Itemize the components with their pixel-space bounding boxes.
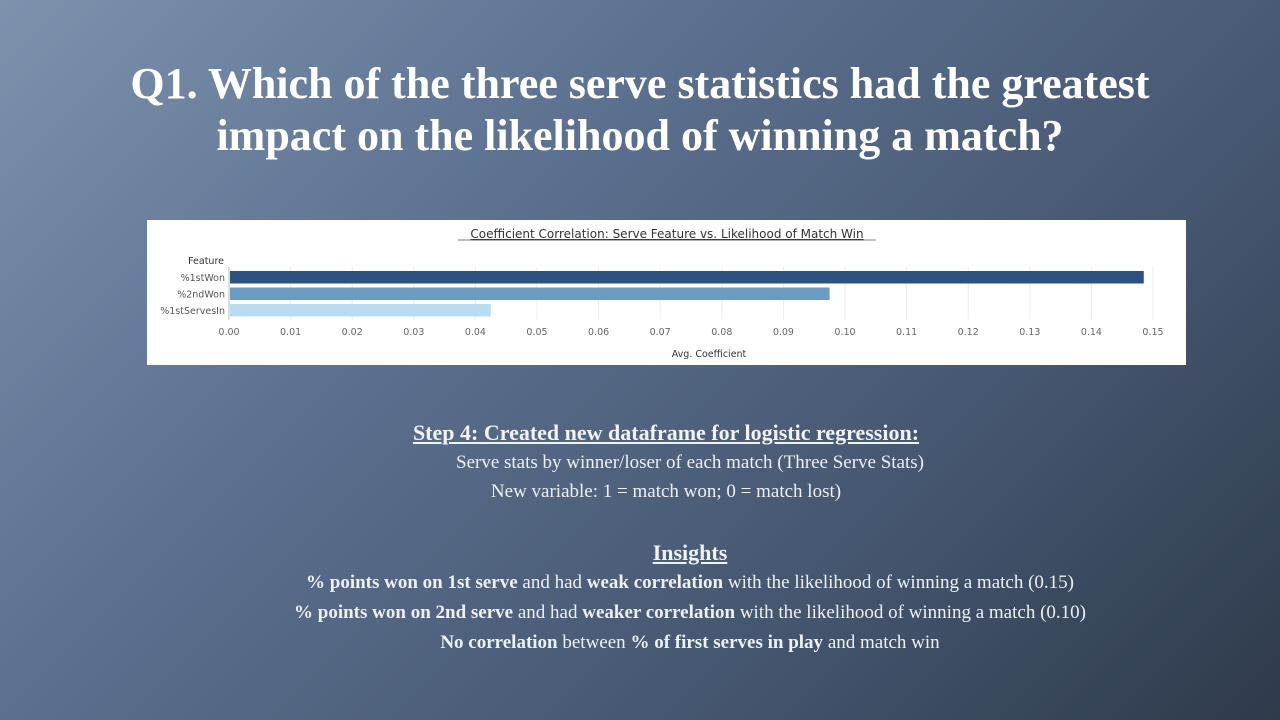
step-4-line-1: Serve stats by winner/loser of each matc… xyxy=(456,452,924,473)
insight-3-bold-1: No correlation xyxy=(440,632,558,653)
category-labels: %1stWon %2ndWon %1stServesIn xyxy=(160,273,225,317)
category-label-0: %1stWon xyxy=(181,273,225,284)
x-tick-label-4: 0.04 xyxy=(465,327,486,338)
slide-title-line-2: impact on the likelihood of winning a ma… xyxy=(216,111,1064,160)
insight-2-bold-1: % points won on 2nd serve xyxy=(294,602,514,623)
insight-3-bold-2: % of first serves in play xyxy=(630,632,824,653)
x-tick-label-5: 0.05 xyxy=(526,327,547,338)
insight-3: No correlation between % of first serves… xyxy=(0,628,1280,658)
x-tick-label-1: 0.01 xyxy=(280,327,301,338)
insight-2-bold-2: weaker correlation xyxy=(582,602,736,623)
insight-1: % points won on 1st serve and had weak c… xyxy=(0,568,1280,598)
step-4-line-2: New variable: 1 = match won; 0 = match l… xyxy=(490,481,842,502)
x-tick-label-3: 0.03 xyxy=(403,327,424,338)
insight-2-text-1: and had xyxy=(513,602,583,623)
insight-1-text-2: with the likelihood of winning a match (… xyxy=(723,572,1074,593)
bar-0 xyxy=(230,271,1144,284)
coefficient-bar-chart: Coefficient Correlation: Serve Feature v… xyxy=(160,227,1163,360)
category-label-2: %1stServesIn xyxy=(160,306,225,317)
bar-2 xyxy=(230,304,491,317)
x-tick-label-12: 0.12 xyxy=(958,327,979,338)
insights-section: Insights % points won on 1st serve and h… xyxy=(0,538,1280,658)
insight-3-text-1: between xyxy=(557,632,631,653)
x-tick-label-0: 0.00 xyxy=(218,327,239,338)
chart-title: Coefficient Correlation: Serve Feature v… xyxy=(470,227,863,241)
bars xyxy=(230,271,1144,317)
chart-panel: Coefficient Correlation: Serve Feature v… xyxy=(147,220,1186,365)
slide-title: Q1. Which of the three serve statistics … xyxy=(60,58,1220,162)
x-axis-title: Avg. Coefficient xyxy=(672,349,747,360)
x-tick-label-7: 0.07 xyxy=(650,327,671,338)
x-tick-label-8: 0.08 xyxy=(711,327,732,338)
insight-2-text-2: with the likelihood of winning a match (… xyxy=(735,602,1086,623)
insight-1-bold-1: % points won on 1st serve xyxy=(306,572,518,593)
x-tick-labels: 0.00 0.01 0.02 0.03 0.04 0.05 0.06 0.07 0.08 0.09… xyxy=(218,327,1163,338)
insight-2: % points won on 2nd serve and had weaker… xyxy=(0,598,1280,628)
insights-heading: Insights xyxy=(652,540,728,565)
insight-1-text-1: and had xyxy=(517,572,587,593)
bar-1 xyxy=(230,287,830,300)
x-tick-label-14: 0.14 xyxy=(1081,327,1102,338)
x-tick-label-11: 0.11 xyxy=(896,327,917,338)
x-tick-label-10: 0.10 xyxy=(834,327,855,338)
x-tick-label-9: 0.09 xyxy=(773,327,794,338)
x-tick-label-13: 0.13 xyxy=(1019,327,1040,338)
x-tick-label-2: 0.02 xyxy=(342,327,363,338)
insight-3-text-2: and match win xyxy=(823,632,940,653)
insight-1-bold-2: weak correlation xyxy=(586,572,724,593)
step-4-heading: Step 4: Created new dataframe for logist… xyxy=(412,420,920,445)
x-tick-label-6: 0.06 xyxy=(588,327,609,338)
y-axis-title: Feature xyxy=(188,256,224,267)
category-label-1: %2ndWon xyxy=(177,289,225,300)
step-4-section: Step 4: Created new dataframe for logist… xyxy=(0,418,1280,506)
x-tick-label-15: 0.15 xyxy=(1142,327,1163,338)
slide-title-line-1: Q1. Which of the three serve statistics … xyxy=(130,59,1150,108)
